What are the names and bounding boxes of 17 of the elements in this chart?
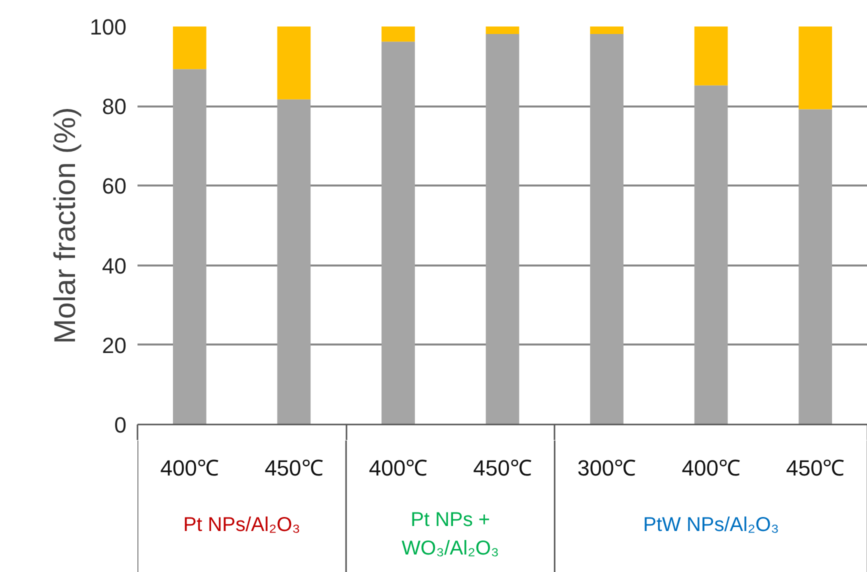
text: Pt NPs/Al₂O₃	[183, 514, 300, 536]
y-tick-label: 20	[102, 332, 127, 358]
y-axis-title: Molar fraction (%)	[48, 107, 82, 344]
text: Pt NPs + WO₃/Al₂O₃	[402, 508, 500, 560]
y-tick-label: 0	[114, 412, 127, 438]
y-tick-label: 80	[102, 94, 127, 120]
y-tick-label: 40	[102, 253, 127, 278]
text: PtW NPs/Al₂O₃	[643, 514, 780, 536]
x-tick-label: 450℃	[786, 456, 845, 481]
x-tick-label: 450℃	[473, 456, 532, 481]
x-tick-label: 450℃	[264, 456, 324, 481]
y-tick-label: 100	[90, 14, 127, 40]
x-tick-label: 400℃	[368, 456, 428, 481]
x-tick-label: 400℃	[682, 456, 740, 481]
x-tick-label: 300℃	[577, 456, 636, 481]
x-tick-label: 400℃	[160, 456, 220, 481]
y-tick-label: 60	[102, 174, 127, 199]
